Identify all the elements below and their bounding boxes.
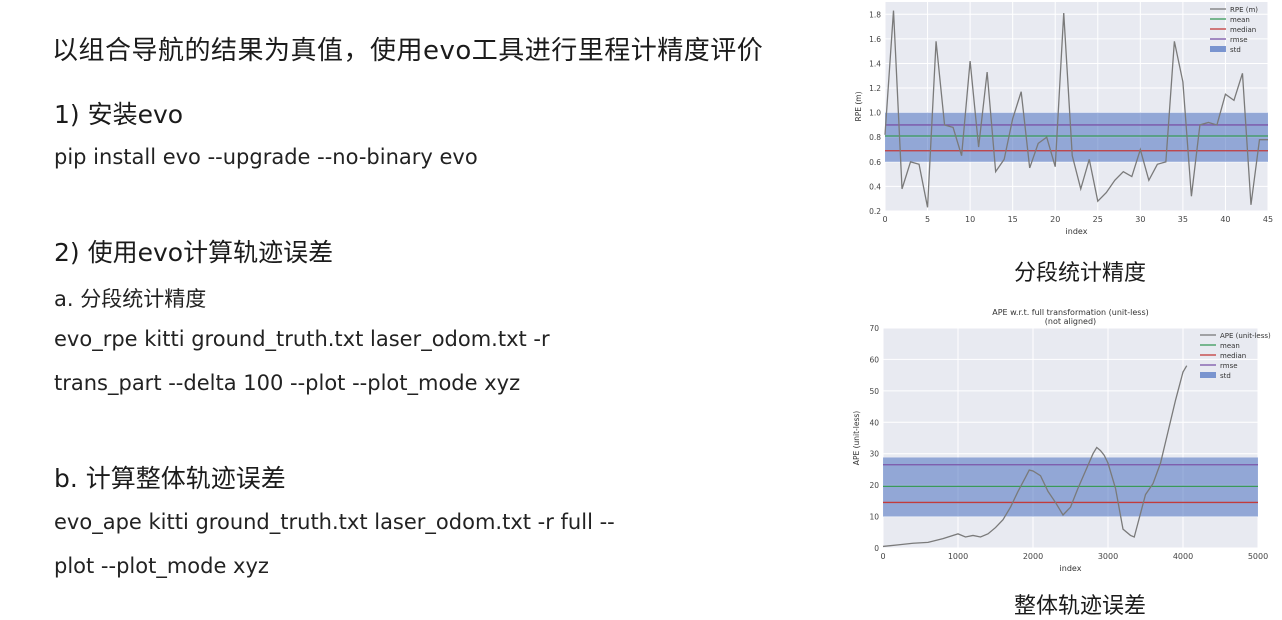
y-tick-label: 10 bbox=[869, 513, 879, 522]
y-tick-label: 60 bbox=[869, 355, 879, 364]
legend-label: RPE (m) bbox=[1230, 6, 1258, 14]
y-tick-label: 0 bbox=[874, 544, 879, 553]
y-tick-label: 1.4 bbox=[869, 59, 881, 68]
x-tick-label: 30 bbox=[1135, 215, 1145, 224]
x-tick-label: 5000 bbox=[1248, 552, 1268, 561]
sub-b-heading: b. 计算整体轨迹误差 bbox=[54, 464, 286, 493]
x-tick-label: 35 bbox=[1178, 215, 1188, 224]
x-tick-label: 40 bbox=[1220, 215, 1230, 224]
rpe-command-line1: evo_rpe kitti ground_truth.txt laser_odo… bbox=[54, 327, 550, 351]
legend-label: median bbox=[1220, 352, 1246, 360]
y-tick-label: 1.2 bbox=[869, 84, 881, 93]
ape-chart-caption: 整体轨迹误差 bbox=[1013, 594, 1146, 619]
legend-label: mean bbox=[1220, 342, 1240, 350]
legend-swatch bbox=[1210, 46, 1226, 52]
x-tick-label: 20 bbox=[1050, 215, 1060, 224]
y-axis-label: APE (unit-less) bbox=[852, 411, 861, 465]
x-tick-label: 0 bbox=[880, 552, 885, 561]
legend-label: APE (unit-less) bbox=[1220, 332, 1271, 340]
slide-text-panel: 以组合导航的结果为真值，使用evo工具进行里程计精度评价 1) 安装evo pi… bbox=[52, 36, 764, 578]
x-tick-label: 0 bbox=[882, 215, 887, 224]
rpe-command-line2: trans_part --delta 100 --plot --plot_mod… bbox=[54, 371, 521, 395]
step1-heading: 1) 安装evo bbox=[54, 100, 184, 129]
ape-command-line2: plot --plot_mode xyz bbox=[54, 554, 269, 578]
slide-title: 以组合导航的结果为真值，使用evo工具进行里程计精度评价 bbox=[52, 36, 764, 66]
ape-chart: 0 1000 2000 3000 4000 5000 0 10 20 30 40 50 60 70 inde… bbox=[852, 308, 1271, 573]
legend-label: rmse bbox=[1230, 36, 1248, 44]
chart-subtitle: (not aligned) bbox=[1045, 317, 1096, 326]
x-axis-label: index bbox=[1066, 227, 1088, 236]
std-band bbox=[885, 112, 1268, 162]
x-tick-label: 2000 bbox=[1023, 552, 1043, 561]
chart-title: APE w.r.t. full transformation (unit-les… bbox=[992, 308, 1149, 317]
legend-label: std bbox=[1220, 372, 1231, 380]
y-tick-label: 1.0 bbox=[869, 109, 881, 118]
step2-heading: 2) 使用evo计算轨迹误差 bbox=[54, 238, 334, 267]
legend-label: std bbox=[1230, 46, 1241, 54]
y-tick-label: 50 bbox=[869, 387, 879, 396]
x-tick-label: 4000 bbox=[1173, 552, 1193, 561]
x-axis-label: index bbox=[1060, 564, 1082, 573]
x-tick-label: 3000 bbox=[1098, 552, 1118, 561]
x-tick-label: 25 bbox=[1093, 215, 1103, 224]
y-tick-label: 0.6 bbox=[869, 158, 881, 167]
x-tick-label: 15 bbox=[1008, 215, 1018, 224]
series-line bbox=[884, 10, 1268, 208]
ape-command-line1: evo_ape kitti ground_truth.txt laser_odo… bbox=[54, 510, 615, 534]
y-tick-label: 1.6 bbox=[869, 35, 881, 44]
x-tick-label: 45 bbox=[1263, 215, 1273, 224]
legend-label: median bbox=[1230, 26, 1256, 34]
install-command: pip install evo --upgrade --no-binary ev… bbox=[54, 145, 478, 169]
y-tick-label: 1.8 bbox=[869, 10, 881, 19]
y-tick-label: 0.8 bbox=[869, 133, 881, 142]
x-tick-label: 5 bbox=[925, 215, 930, 224]
x-tick-label: 10 bbox=[965, 215, 975, 224]
y-tick-label: 40 bbox=[869, 418, 879, 427]
plot-area bbox=[885, 2, 1268, 211]
x-tick-label: 1000 bbox=[948, 552, 968, 561]
y-axis-label: RPE (m) bbox=[854, 91, 863, 121]
series-line bbox=[882, 365, 1188, 548]
y-tick-label: 20 bbox=[869, 481, 879, 490]
legend-label: mean bbox=[1230, 16, 1250, 24]
y-tick-label: 0.4 bbox=[869, 182, 881, 191]
legend-label: rmse bbox=[1220, 362, 1238, 370]
legend-swatch bbox=[1200, 372, 1216, 378]
rpe-chart: 0 5 10 15 20 25 30 35 40 45 0.2 0.4 0.6 0.8 1.0 1.2 1.4 1… bbox=[854, 2, 1273, 236]
y-tick-label: 30 bbox=[869, 450, 879, 459]
y-tick-label: 0.2 bbox=[869, 207, 881, 216]
rpe-chart-caption: 分段统计精度 bbox=[1013, 261, 1146, 286]
y-tick-label: 70 bbox=[869, 324, 879, 333]
sub-a-heading: a. 分段统计精度 bbox=[54, 287, 207, 311]
